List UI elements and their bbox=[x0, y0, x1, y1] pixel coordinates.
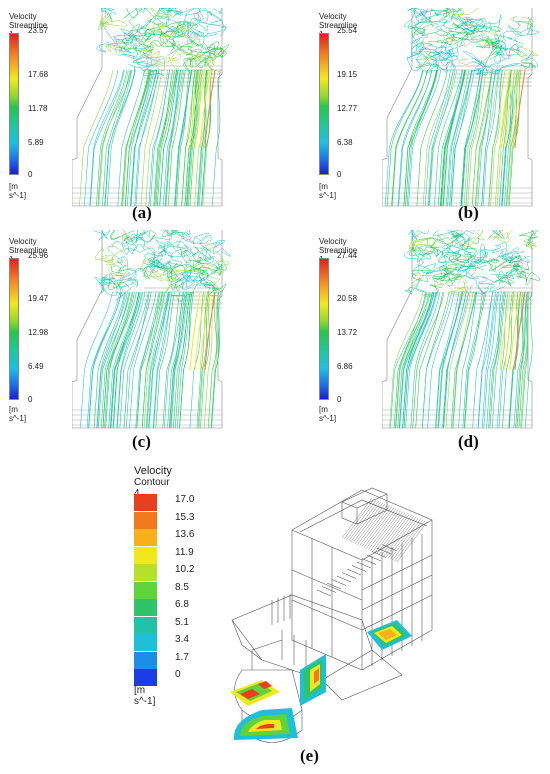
contour-colorbar-swatch bbox=[134, 494, 157, 511]
contour-colorbar-swatch bbox=[134, 599, 157, 616]
contour-colorbar-tick: 8.5 bbox=[175, 581, 189, 593]
colorbar-unit: [m s^-1] bbox=[319, 405, 337, 423]
contour-plane-middle bbox=[300, 654, 326, 706]
colorbar-tick: 19.47 bbox=[28, 294, 49, 303]
colorbar-tick: 12.77 bbox=[337, 104, 358, 113]
colorbar-unit: [m s^-1] bbox=[9, 405, 27, 423]
contour-legend-title-line2: Contour 4 bbox=[134, 477, 170, 499]
colorbar-tick: 25.96 bbox=[28, 251, 49, 260]
contour-colorbar-swatch bbox=[134, 546, 157, 564]
caption-c: (c) bbox=[132, 432, 151, 451]
contour-plane-bottom bbox=[233, 708, 298, 740]
streamline-plot-a bbox=[72, 8, 230, 207]
colorbar-tick: 17.68 bbox=[28, 70, 49, 79]
legend-title-line1: Velocity bbox=[319, 12, 347, 21]
colorbar-unit: [m s^-1] bbox=[319, 182, 337, 200]
colorbar-d bbox=[319, 258, 329, 400]
contour-colorbar-tick: 10.2 bbox=[175, 564, 195, 575]
contour-colorbar-tick: 0 bbox=[175, 669, 181, 680]
contour-colorbar-tick: 11.9 bbox=[175, 546, 194, 558]
caption-d: (d) bbox=[458, 432, 479, 451]
legend-title-line1: Velocity bbox=[9, 12, 37, 21]
colorbar-tick: 19.15 bbox=[337, 70, 358, 79]
caption-e: (e) bbox=[300, 746, 319, 765]
colorbar-tick: 11.78 bbox=[28, 104, 48, 113]
contour-plane-left bbox=[230, 680, 280, 706]
caption-b: (b) bbox=[458, 203, 479, 222]
contour-colorbar-swatch bbox=[134, 564, 157, 581]
colorbar-c bbox=[9, 258, 19, 400]
contour-colorbar-tick: 6.8 bbox=[175, 599, 189, 610]
contour-colorbar-swatch bbox=[134, 634, 157, 651]
contour-colorbar-swatch bbox=[134, 529, 157, 546]
contour-colorbar-tick: 13.6 bbox=[175, 529, 195, 540]
colorbar-tick: 25.54 bbox=[337, 26, 358, 35]
legend-title-line1: Velocity bbox=[319, 237, 347, 246]
contour-colorbar-swatch bbox=[134, 669, 157, 686]
colorbar-tick: 20.58 bbox=[337, 294, 358, 303]
contour-colorbar-tick: 15.3 bbox=[175, 511, 195, 523]
colorbar-tick: 5.89 bbox=[28, 138, 44, 147]
colorbar-tick: 23.57 bbox=[28, 26, 49, 35]
colorbar-b bbox=[319, 33, 329, 175]
contour-colorbar-tick: 5.1 bbox=[175, 616, 189, 628]
colorbar-tick: 0 bbox=[28, 395, 33, 404]
contour-plane-right bbox=[367, 620, 412, 650]
contour-colorbar-swatch bbox=[134, 616, 157, 634]
colorbar-tick: 0 bbox=[337, 395, 342, 404]
contour-legend-title-line1: Velocity bbox=[134, 465, 172, 477]
colorbar-tick: 13.72 bbox=[337, 328, 358, 337]
streamline-plot-b bbox=[382, 8, 540, 207]
colorbar-tick: 6.86 bbox=[337, 362, 353, 371]
legend-title-line1: Velocity bbox=[9, 237, 37, 246]
contour-legend-title: Velocity Contour 4 bbox=[134, 465, 172, 500]
colorbar-unit: [m s^-1] bbox=[9, 182, 27, 200]
contour-colorbar-tick: 1.7 bbox=[175, 651, 189, 663]
colorbar-tick: 12.98 bbox=[28, 328, 49, 337]
streamline-plot-c bbox=[72, 230, 231, 429]
contour-colorbar-tick: 17.0 bbox=[175, 494, 195, 505]
colorbar-tick: 0 bbox=[337, 170, 342, 179]
contour-unit: [m s^-1] bbox=[134, 685, 156, 707]
streamline-plot-d bbox=[382, 230, 541, 429]
colorbar-tick: 6.38 bbox=[337, 138, 353, 147]
contour-colorbar-swatch bbox=[134, 581, 157, 599]
colorbar-tick: 27.44 bbox=[337, 251, 358, 260]
contour-3d-model bbox=[230, 487, 433, 743]
contour-colorbar-tick: 3.4 bbox=[175, 634, 189, 645]
colorbar-tick: 0 bbox=[28, 170, 33, 179]
contour-colorbar-swatch bbox=[134, 511, 157, 529]
caption-a: (a) bbox=[132, 203, 152, 222]
colorbar-a bbox=[9, 33, 19, 175]
contour-colorbar-swatch bbox=[134, 651, 157, 669]
colorbar-tick: 6.49 bbox=[28, 362, 44, 371]
